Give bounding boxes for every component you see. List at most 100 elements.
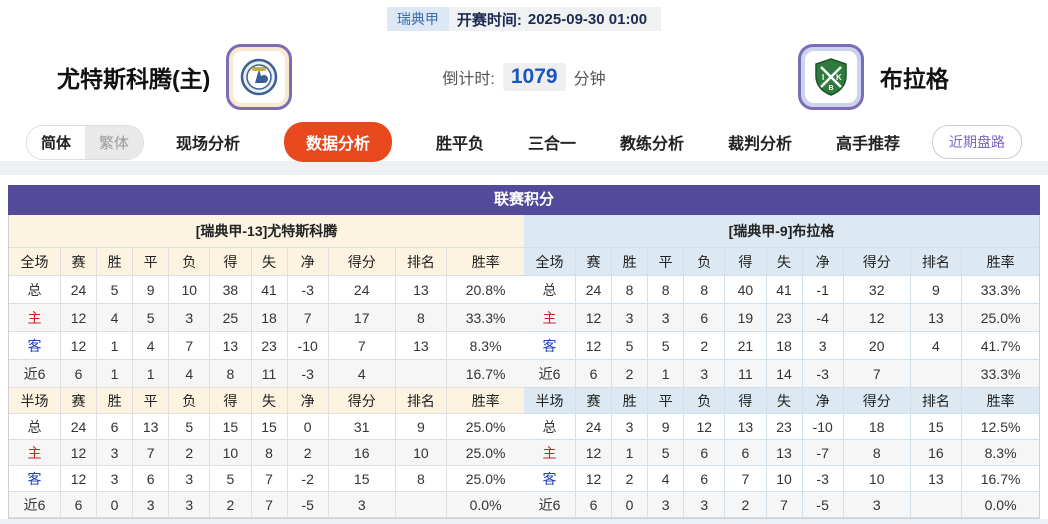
stat-cell: 8.3%: [961, 439, 1039, 466]
language-toggle: 简体 繁体: [26, 124, 145, 160]
svg-text:B: B: [828, 85, 833, 92]
table-row: 主 12 3 7 2 10 8 2 16 10 25.0%: [9, 439, 524, 466]
stat-cell: 净: [286, 387, 329, 414]
home-team-block: 尤特斯科腾(主): [0, 44, 349, 110]
row-label-cell: 客: [524, 465, 576, 492]
stat-cell: 6: [574, 491, 613, 518]
stat-cell: 10: [765, 465, 803, 492]
match-header: 尤特斯科腾(主) 倒计时: 1079 分钟 I: [0, 31, 1048, 123]
stat-cell: 15: [250, 413, 288, 440]
stat-cell: 15: [909, 413, 963, 440]
stat-cell: 12: [574, 465, 613, 492]
column-header-row: 半场赛胜平负得失净得分 排名 胜率: [9, 387, 524, 414]
stat-cell: 3: [132, 491, 170, 518]
home-stats-table: 全场赛胜平负得失净得分 排名 胜率总 24 5 9 10 38 41 -3 24 13 20.8% 主 12…: [9, 247, 524, 518]
table-row: 近6 6 1 1 4 8 11 -3 4 16.7%: [9, 359, 524, 388]
home-crest-icon: [233, 51, 286, 103]
tab-1[interactable]: 数据分析: [283, 122, 392, 162]
table-row: 客 12 1 4 7 13 23 -10 7 13 8.3%: [9, 331, 524, 360]
stat-cell: 失: [250, 387, 288, 414]
stat-cell: 得: [209, 247, 252, 276]
countdown-unit: 分钟: [573, 71, 606, 88]
stat-cell: -3: [286, 275, 329, 304]
stat-cell: 6: [683, 439, 726, 466]
stat-cell: 得分: [327, 247, 396, 276]
analysis-tabs: 现场分析 数据分析 胜平负 三合一 教练分析 裁判分析 高手推荐: [144, 122, 932, 162]
stat-cell: 12: [574, 439, 613, 466]
stat-cell: 16.7%: [446, 359, 524, 388]
stat-cell: 33.3%: [961, 359, 1039, 388]
row-label-cell: 半场: [9, 387, 61, 414]
stat-cell: 9: [132, 275, 170, 304]
stat-cell: 0: [286, 413, 329, 440]
stat-cell: 5: [611, 331, 649, 360]
stat-cell: 3: [801, 331, 844, 360]
stat-cell: 8: [394, 303, 448, 332]
stat-cell: 38: [209, 275, 252, 304]
stat-cell: 3: [168, 465, 211, 492]
stat-cell: 得分: [842, 247, 911, 276]
league-points-panel: 联赛积分 [瑞典甲-13]尤特斯科腾 [瑞典甲-9]布拉格 全场赛胜平负得失净得…: [8, 185, 1040, 519]
stat-cell: 17: [327, 303, 396, 332]
away-crest-icon: I K B: [804, 51, 857, 103]
stat-cell: 胜: [96, 387, 134, 414]
stat-cell: 9: [647, 413, 685, 440]
tab-2[interactable]: 胜平负: [435, 136, 484, 153]
table-row: 近6 6 0 3 3 2 7 -5 3 0.0%: [524, 491, 1039, 518]
stat-cell: 2: [683, 331, 726, 360]
recent-trend-button[interactable]: 近期盘路: [932, 125, 1022, 159]
stat-cell: 12: [59, 465, 98, 492]
stat-cell: 4: [96, 303, 134, 332]
stat-cell: 失: [250, 247, 288, 276]
countdown-label: 倒计时:: [442, 71, 495, 88]
stat-cell: 4: [327, 359, 396, 388]
stat-cell: 10: [168, 275, 211, 304]
table-row: 总 24 6 13 5 15 15 0 31 9 25.0%: [9, 413, 524, 440]
stat-cell: -4: [801, 303, 844, 332]
tab-3[interactable]: 三合一: [528, 136, 577, 153]
stat-cell: 10: [209, 439, 252, 466]
stat-cell: 12: [574, 303, 613, 332]
stat-cell: 41.7%: [961, 331, 1039, 360]
kickoff-label: 开赛时间:: [456, 11, 522, 29]
away-team-name: 布拉格: [879, 66, 949, 92]
row-label-cell: 客: [9, 331, 61, 360]
stat-cell: 2: [286, 439, 329, 466]
stat-cell: 25.0%: [446, 465, 524, 492]
stat-cell: 7: [724, 465, 767, 492]
tab-5[interactable]: 裁判分析: [728, 136, 793, 153]
stat-cell: 净: [801, 247, 844, 276]
table-row: 近6 6 0 3 3 2 7 -5 3 0.0%: [9, 491, 524, 518]
tab-0[interactable]: 现场分析: [175, 136, 240, 153]
stat-cell: 8: [611, 275, 649, 304]
stat-cell: 13: [724, 413, 767, 440]
stat-cell: 5: [647, 331, 685, 360]
stat-cell: 赛: [574, 247, 613, 276]
stat-cell: -10: [286, 331, 329, 360]
stat-cell: 失: [765, 247, 803, 276]
stat-cell: 8: [683, 275, 726, 304]
stat-cell: 3: [96, 439, 134, 466]
stat-cell: 1: [611, 439, 649, 466]
lang-simplified-option[interactable]: 简体: [27, 125, 86, 159]
stat-cell: 12: [842, 303, 911, 332]
bottom-band: [0, 519, 1048, 524]
stat-cell: -2: [286, 465, 329, 492]
table-row: 主 12 4 5 3 25 18 7 17 8 33.3%: [9, 303, 524, 332]
league-badge[interactable]: 瑞典甲: [386, 7, 449, 31]
stat-cell: 排名: [909, 387, 963, 414]
tab-6[interactable]: 高手推荐: [836, 136, 901, 153]
stat-cell: 平: [132, 387, 170, 414]
stat-cell: 赛: [59, 387, 98, 414]
tab-4[interactable]: 教练分析: [620, 136, 685, 153]
stat-cell: 7: [250, 491, 288, 518]
stat-cell: 胜率: [961, 387, 1039, 414]
row-label-cell: 主: [524, 439, 576, 466]
stat-cell: 排名: [394, 387, 448, 414]
stat-cell: -5: [286, 491, 329, 518]
stat-cell: 3: [647, 491, 685, 518]
lang-traditional-option[interactable]: 繁体: [85, 125, 144, 159]
stat-cell: 赛: [574, 387, 613, 414]
nav-bar: 简体 繁体 现场分析 数据分析 胜平负 三合一 教练分析 裁判分析 高手推荐 近期盘路: [0, 122, 1048, 162]
table-row: 近6 6 2 1 3 11 14 -3 7 33.3%: [524, 359, 1039, 388]
